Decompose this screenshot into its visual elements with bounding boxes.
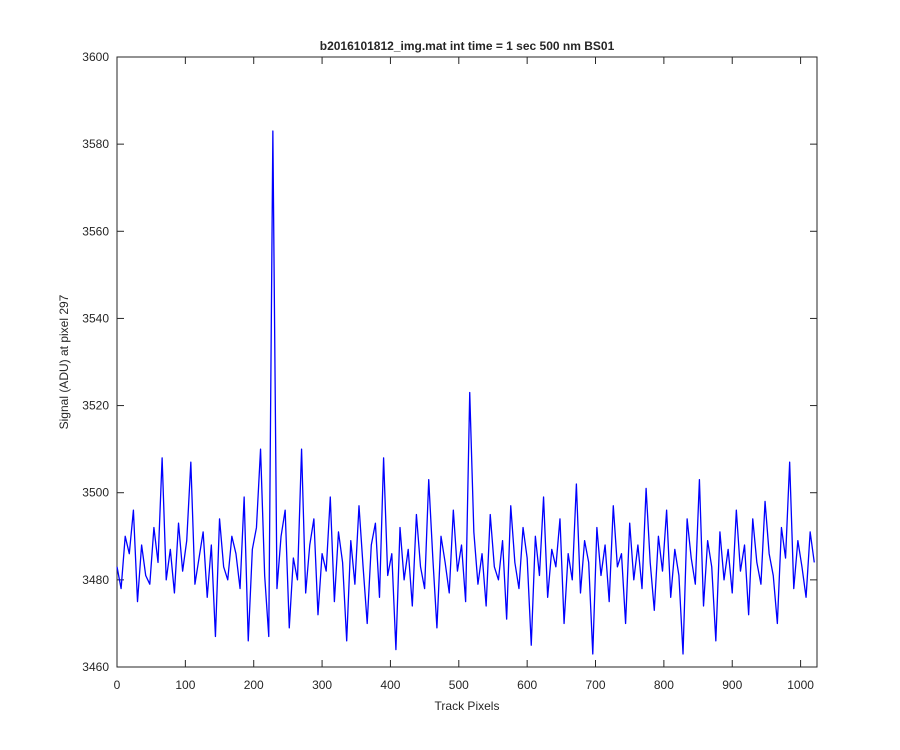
x-tick-label: 200 [244,678,264,692]
x-tick-label: 400 [380,678,400,692]
y-tick-label: 3560 [82,224,109,238]
y-axis-label: Signal (ADU) at pixel 297 [57,294,71,429]
y-tick-label: 3580 [82,137,109,151]
y-tick-label: 3500 [82,486,109,500]
y-tick-label: 3520 [82,399,109,413]
y-tick-label: 3600 [82,50,109,64]
x-tick-label: 900 [722,678,742,692]
x-tick-label: 700 [586,678,606,692]
x-tick-label: 500 [449,678,469,692]
x-tick-label: 100 [175,678,195,692]
chart-title: b2016101812_img.mat int time = 1 sec 500… [320,39,615,53]
x-tick-label: 800 [654,678,674,692]
y-tick-label: 3540 [82,311,109,325]
plot-area [116,56,818,668]
x-tick-label: 1000 [787,678,814,692]
y-tick-label: 3480 [82,573,109,587]
y-tick-label: 3460 [82,660,109,674]
x-axis-label: Track Pixels [435,699,500,713]
x-tick-label: 600 [517,678,537,692]
x-tick-label: 300 [312,678,332,692]
x-tick-label: 0 [114,678,121,692]
data-line [116,130,815,655]
